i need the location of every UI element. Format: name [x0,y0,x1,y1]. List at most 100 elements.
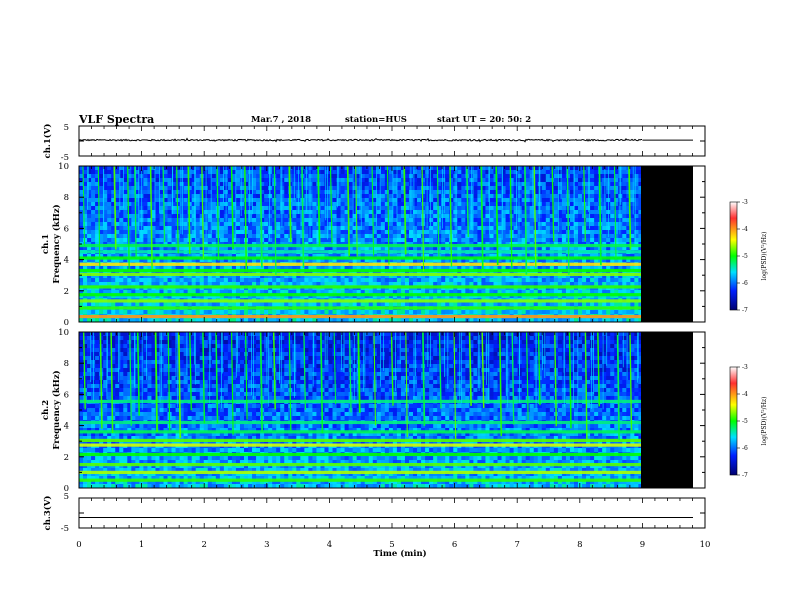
spectrogram-cell [610,230,615,235]
spectrogram-cell [87,230,92,235]
spectrogram-cell [87,234,92,239]
spectrogram-cell [103,214,108,219]
spectrogram-cell [404,290,410,295]
spectrogram-cell [308,278,313,283]
spectrogram-cell [312,182,317,187]
spectrogram-cell [521,174,527,179]
spectrogram-cell [143,182,148,187]
spectrogram-cell [256,230,261,235]
spectrogram-cell [517,214,523,219]
spectrogram-cell [348,202,354,207]
spectrogram-cell [87,302,92,307]
spectrogram-cell [417,274,422,279]
spectrogram-cell [87,254,92,259]
spectrogram-cell [348,166,354,171]
spectrogram-cell [433,302,438,307]
spectrogram-cell [260,218,265,223]
spectrogram-cell [541,274,547,279]
spectrogram-cell [296,274,301,279]
spectrogram-cell [324,270,329,275]
spectrogram-cell [380,238,386,243]
spectrogram-cell [485,202,490,207]
spectrogram-cell [638,210,641,215]
spectrogram-cell [441,210,446,215]
spectrogram-cell [473,182,478,187]
spectrogram-cell [521,290,527,295]
spectrogram-cell [171,174,176,179]
spectrogram-cell [143,222,148,227]
spectrogram-cell [396,170,402,175]
spectrogram-cell [594,202,599,207]
spectrogram-cell [413,238,418,243]
spectrogram-cell [537,274,543,279]
spectrogram-cell [433,274,438,279]
spectrogram-cell [517,290,523,295]
spectrogram-cell [513,226,519,231]
spectrogram-cell [195,182,201,187]
spectrogram-cell [123,206,128,211]
spectrogram-cell [95,270,100,275]
spectrogram-cell [545,218,551,223]
spectrogram-cell [384,266,390,271]
spectrogram-cell [545,222,551,227]
spectrogram-cell [244,202,249,207]
spectrogram-cell [473,258,478,263]
spectrogram-cell [139,274,144,279]
spectrogram-cell [521,214,527,219]
spectrogram-cell [95,238,100,243]
spectrogram-cell [505,290,510,295]
spectrogram-cell [541,230,547,235]
spectrogram-cell [171,274,176,279]
spectrogram-cell [610,210,615,215]
spectrogram-cell [421,302,426,307]
spectrogram-cell [505,174,510,179]
spectrogram-cell [569,166,575,171]
spectrogram-cell [83,238,88,243]
spectrogram-cell [400,234,406,239]
spectrogram-cell [87,198,92,203]
spectrogram-cell [392,174,398,179]
spectrogram-cell [119,302,124,307]
spectrogram-cell [312,198,317,203]
spectrogram-cell [380,178,386,183]
spectrogram-cell [91,182,96,187]
spectrogram-cell [388,278,394,283]
spectrogram-cell [368,170,374,175]
spectrogram-cell [388,258,394,263]
spectrogram-cell [569,186,575,191]
spectrogram-cell [429,222,434,227]
spectrogram-cell [123,182,128,187]
spectrogram-cell [171,182,176,187]
spectrogram-cell [384,258,390,263]
spectrogram-cell [610,214,615,219]
spectrogram-cell [461,226,466,231]
spectrogram-cell [590,190,595,195]
spectrogram-cell [360,198,366,203]
spectrogram-cell [441,226,446,231]
spectrogram-cell [187,254,193,259]
spectrogram-cell [529,238,535,243]
spectrogram-cell [461,278,466,283]
spectrogram-cell [292,302,297,307]
spectrogram-cell [91,194,96,199]
spectrogram-cell [280,214,285,219]
spectrogram-cell [107,206,112,211]
spectrogram-cell [352,178,358,183]
spectrogram-cell [561,214,567,219]
spectrogram-cell [123,230,128,235]
spectrogram-cell [336,234,341,239]
spectrogram-cell [155,222,160,227]
spectrogram-cell [284,234,289,239]
spectrogram-cell [211,258,217,263]
spectrogram-cell [143,186,148,191]
spectrogram-cell [191,218,197,223]
spectrogram-cell [308,246,313,251]
chart-title: VLF Spectra [79,113,155,126]
spectrogram-cell [557,258,563,263]
spectrogram-cell [457,198,462,203]
spectrogram-cell [513,270,519,275]
spectrogram-cell [83,178,88,183]
spectrogram-cell [626,246,631,251]
spectrogram-cell [404,198,410,203]
spectrogram-cell [445,254,450,259]
